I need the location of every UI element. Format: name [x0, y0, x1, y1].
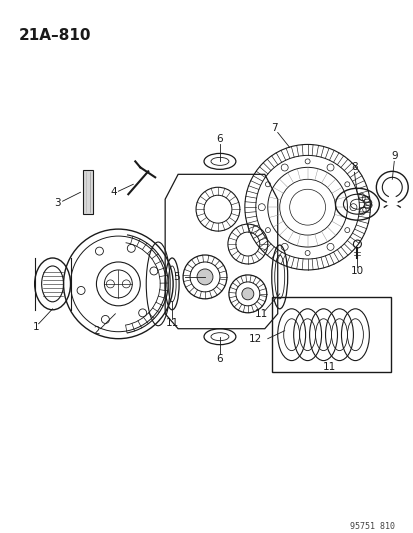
Bar: [271, 297, 390, 372]
Circle shape: [197, 269, 212, 285]
Text: 10: 10: [350, 266, 363, 276]
Text: 4: 4: [110, 187, 116, 197]
Text: 6: 6: [216, 353, 223, 364]
Circle shape: [228, 275, 266, 313]
Text: 8: 8: [350, 163, 357, 172]
Text: 2: 2: [93, 326, 100, 336]
Text: 7: 7: [271, 123, 278, 133]
Text: 11: 11: [322, 361, 335, 372]
Bar: [83, 171, 93, 214]
Text: 21A–810: 21A–810: [19, 28, 91, 43]
Text: 12: 12: [248, 334, 261, 344]
Text: 11: 11: [254, 309, 268, 319]
Circle shape: [183, 255, 226, 299]
Text: 3: 3: [54, 198, 61, 208]
Text: 5: 5: [173, 272, 180, 282]
Text: 95751 810: 95751 810: [349, 522, 394, 531]
Circle shape: [241, 288, 253, 300]
Text: 11: 11: [165, 318, 178, 328]
Text: 1: 1: [32, 322, 39, 332]
Text: 6: 6: [216, 134, 223, 144]
Text: 9: 9: [390, 151, 396, 161]
